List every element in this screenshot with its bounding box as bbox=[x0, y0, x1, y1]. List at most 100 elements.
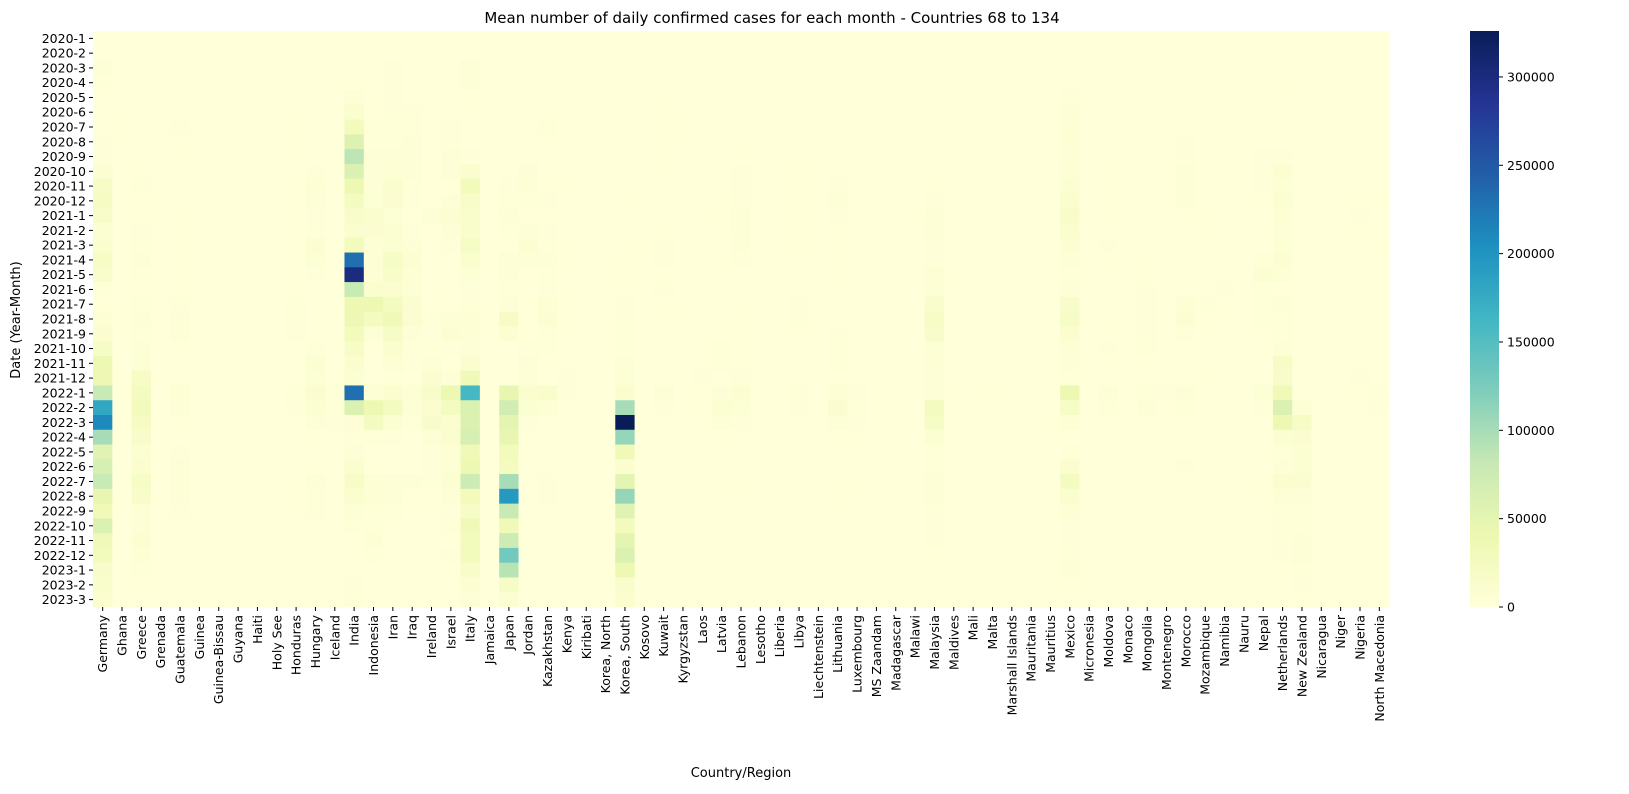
heatmap-cell bbox=[924, 134, 945, 150]
heatmap-cell bbox=[479, 119, 500, 135]
heatmap-cell bbox=[209, 282, 229, 298]
heatmap-cell bbox=[1118, 503, 1138, 519]
heatmap-cell bbox=[151, 488, 171, 505]
heatmap-cell bbox=[1311, 193, 1332, 209]
heatmap-cell bbox=[441, 237, 461, 253]
heatmap-cell bbox=[731, 370, 752, 386]
heatmap-cell bbox=[673, 193, 694, 209]
heatmap-cell bbox=[828, 533, 848, 549]
heatmap-cell bbox=[1311, 134, 1332, 150]
heatmap-cell bbox=[731, 547, 752, 564]
heatmap-cell bbox=[518, 134, 539, 150]
heatmap-cell bbox=[286, 562, 307, 578]
heatmap-cell bbox=[247, 341, 268, 357]
y-tick-label: 2022-1 bbox=[42, 385, 86, 400]
heatmap-cell bbox=[363, 149, 384, 165]
heatmap-cell bbox=[1040, 163, 1061, 180]
heatmap-cell bbox=[402, 90, 423, 106]
heatmap-cell bbox=[402, 429, 423, 445]
heatmap-cell bbox=[1021, 90, 1042, 106]
heatmap-cell bbox=[344, 547, 365, 564]
heatmap-cell bbox=[557, 252, 577, 268]
heatmap-cell bbox=[847, 592, 868, 608]
heatmap-cell bbox=[1195, 577, 1216, 593]
heatmap-cell bbox=[1311, 252, 1332, 268]
heatmap-cell bbox=[576, 104, 597, 121]
heatmap-cell bbox=[1330, 474, 1351, 490]
heatmap-cell bbox=[1195, 134, 1216, 150]
heatmap-cell bbox=[866, 134, 887, 150]
heatmap-cell bbox=[1002, 208, 1022, 224]
heatmap-cell bbox=[537, 547, 558, 564]
heatmap-cell bbox=[673, 90, 694, 106]
heatmap-cell bbox=[537, 459, 558, 475]
heatmap-cell bbox=[673, 223, 694, 239]
heatmap-cell bbox=[924, 415, 945, 431]
heatmap-cell bbox=[1311, 577, 1332, 593]
heatmap-cell bbox=[1021, 252, 1042, 268]
heatmap-cell bbox=[479, 562, 500, 578]
heatmap-cell bbox=[479, 326, 500, 342]
heatmap-cell bbox=[595, 400, 616, 416]
heatmap-cell bbox=[789, 429, 810, 445]
heatmap-cell bbox=[209, 178, 229, 194]
heatmap-cell bbox=[112, 208, 133, 224]
heatmap-cell bbox=[1195, 267, 1216, 283]
heatmap-cell bbox=[711, 415, 732, 431]
heatmap-cell bbox=[537, 60, 558, 76]
heatmap-cell bbox=[924, 577, 945, 593]
heatmap-cell bbox=[1292, 252, 1313, 268]
heatmap-cell bbox=[1311, 503, 1332, 519]
heatmap-cell bbox=[1079, 104, 1100, 121]
heatmap-cell bbox=[615, 341, 636, 357]
heatmap-cell bbox=[576, 533, 597, 549]
heatmap-cell bbox=[441, 400, 461, 416]
heatmap-cell bbox=[963, 415, 984, 431]
heatmap-cell bbox=[93, 60, 113, 76]
heatmap-cell bbox=[402, 104, 423, 121]
heatmap-cell bbox=[1021, 341, 1042, 357]
heatmap-cell bbox=[982, 592, 1003, 608]
heatmap-cell bbox=[460, 547, 481, 564]
heatmap-cell bbox=[1311, 459, 1332, 475]
heatmap-cell bbox=[209, 503, 229, 519]
x-axis-label: Country/Region bbox=[691, 766, 792, 781]
heatmap-cell bbox=[131, 429, 152, 445]
heatmap-cell bbox=[750, 533, 771, 549]
heatmap-cell bbox=[692, 474, 713, 490]
heatmap-cell bbox=[789, 267, 810, 283]
heatmap-cell bbox=[305, 326, 326, 342]
heatmap-cell bbox=[634, 326, 655, 342]
heatmap-cell bbox=[1079, 119, 1100, 135]
heatmap-cell bbox=[363, 296, 384, 313]
heatmap-cell bbox=[634, 385, 655, 401]
heatmap-cell bbox=[1176, 104, 1196, 121]
heatmap-cell bbox=[479, 134, 500, 150]
heatmap-cell bbox=[421, 31, 442, 47]
heatmap-cell bbox=[905, 311, 926, 327]
heatmap-cell bbox=[325, 341, 345, 357]
heatmap-cell bbox=[1002, 296, 1022, 313]
heatmap-cell bbox=[1137, 149, 1158, 165]
heatmap-cell bbox=[131, 370, 152, 386]
heatmap-cell bbox=[866, 119, 887, 135]
heatmap-cell bbox=[286, 592, 307, 608]
heatmap-cell bbox=[1350, 311, 1371, 327]
heatmap-cell bbox=[886, 45, 906, 61]
heatmap-cell bbox=[615, 252, 636, 268]
heatmap-cell bbox=[731, 592, 752, 608]
heatmap-cell bbox=[1060, 208, 1080, 224]
heatmap-cell bbox=[866, 355, 887, 372]
heatmap-cell bbox=[151, 355, 171, 372]
heatmap-cell bbox=[1040, 267, 1061, 283]
heatmap-cell bbox=[634, 178, 655, 194]
heatmap-cell bbox=[267, 149, 287, 165]
heatmap-cell bbox=[905, 474, 926, 490]
heatmap-cell bbox=[402, 385, 423, 401]
x-tick-label: Malaysia bbox=[927, 615, 942, 670]
heatmap-cell bbox=[1369, 562, 1390, 578]
heatmap-cell bbox=[1060, 282, 1080, 298]
heatmap-cell bbox=[460, 31, 481, 47]
heatmap-cell bbox=[731, 119, 752, 135]
heatmap-cell bbox=[1272, 474, 1293, 490]
